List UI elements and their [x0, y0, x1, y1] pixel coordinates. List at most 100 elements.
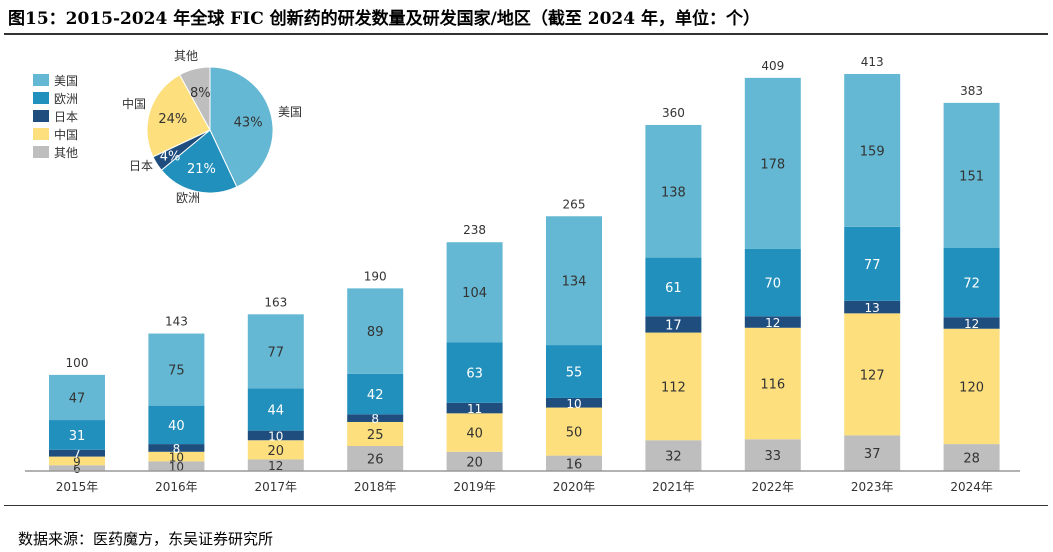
bar-segment-其他 — [645, 440, 702, 471]
x-tick-label: 2022年 — [752, 480, 795, 494]
bar-total-label: 413 — [861, 55, 884, 69]
bar-value-label: 20 — [466, 455, 483, 470]
bar-total-label: 143 — [165, 315, 188, 329]
bar-segment-美国 — [247, 314, 304, 389]
bar-segment-欧洲 — [148, 405, 205, 445]
bar-total-label: 190 — [364, 269, 387, 283]
bar-value-label: 134 — [562, 275, 587, 290]
bar-segment-欧洲 — [247, 388, 304, 431]
bar-segment-美国 — [844, 74, 901, 227]
bar-value-label: 12 — [964, 317, 979, 331]
bar-value-label: 32 — [665, 450, 682, 465]
bar-segment-中国 — [546, 407, 602, 456]
bar-value-label: 25 — [367, 428, 384, 443]
bar-value-label: 6 — [73, 462, 81, 476]
bar-value-label: 8 — [371, 412, 379, 426]
bar-segment-其他 — [943, 444, 1000, 471]
bar-value-label: 44 — [268, 403, 285, 418]
bar-value-label: 138 — [661, 185, 686, 200]
bar-value-label: 42 — [367, 388, 384, 403]
bar-segment-欧洲 — [347, 373, 404, 415]
x-tick-label: 2019年 — [453, 480, 496, 494]
bar-value-label: 77 — [268, 345, 285, 360]
bar-value-label: 10 — [566, 397, 581, 411]
bar-segment-其他 — [148, 461, 205, 471]
bar-value-label: 77 — [864, 258, 881, 273]
bar-segment-美国 — [148, 333, 205, 406]
legend-label: 中国 — [54, 127, 78, 142]
bar-value-label: 20 — [268, 444, 285, 459]
bar-value-label: 47 — [69, 391, 86, 406]
legend-swatch-日本 — [33, 110, 49, 122]
bar-value-label: 61 — [665, 281, 682, 296]
bar-total-label: 409 — [761, 59, 784, 73]
bar-segment-欧洲 — [943, 247, 1000, 318]
x-tick-label: 2023年 — [851, 480, 894, 494]
pie-slice-中国 — [146, 74, 211, 158]
bar-value-label: 9 — [73, 455, 81, 469]
bar-value-label: 8 — [173, 442, 181, 456]
bar-segment-其他 — [446, 451, 503, 471]
pie-slice-欧洲 — [160, 129, 238, 194]
bar-segment-日本 — [148, 444, 205, 452]
bar-segment-日本 — [347, 414, 404, 422]
bar-segment-日本 — [645, 316, 702, 333]
bar-segment-日本 — [744, 316, 801, 328]
bar-value-label: 104 — [462, 286, 487, 301]
bar-value-label: 17 — [665, 318, 682, 333]
pie-category-label: 中国 — [122, 96, 146, 111]
bar-segment-日本 — [247, 430, 304, 441]
bar-value-label: 31 — [69, 429, 86, 444]
bar-segment-其他 — [49, 465, 105, 471]
pie-slice-美国 — [209, 66, 274, 188]
bar-value-label: 70 — [765, 277, 782, 292]
bar-value-label: 127 — [860, 368, 885, 383]
x-tick-label: 2024年 — [950, 480, 993, 494]
bar-segment-欧洲 — [546, 345, 602, 398]
bar-segment-中国 — [645, 332, 702, 441]
pie-category-label: 美国 — [278, 105, 302, 119]
legend-label: 美国 — [54, 74, 78, 88]
x-tick-label: 2016年 — [155, 480, 198, 494]
bar-segment-其他 — [546, 455, 602, 471]
bar-segment-美国 — [347, 288, 404, 374]
figure-title: 图15：2015-2024 年全球 FIC 创新药的研发数量及研发国家/地区（截… — [8, 9, 761, 29]
bar-value-label: 116 — [760, 378, 785, 393]
legend-swatch-欧洲 — [33, 92, 49, 104]
bar-segment-日本 — [943, 317, 1000, 329]
bar-segment-欧洲 — [446, 342, 503, 403]
bar-value-label: 151 — [959, 169, 984, 184]
bar-value-label: 28 — [963, 452, 980, 467]
bar-value-label: 159 — [860, 144, 885, 159]
bar-value-label: 75 — [168, 364, 185, 379]
bar-total-label: 100 — [66, 356, 89, 370]
stacked-bar-chart: 69731471002015年1010840751432016年12201044… — [25, 49, 1020, 494]
legend-label: 欧洲 — [54, 92, 78, 106]
pie-category-label: 日本 — [129, 159, 153, 173]
pie-category-label: 欧洲 — [176, 191, 200, 205]
bar-value-label: 12 — [765, 316, 780, 330]
bar-segment-美国 — [546, 216, 602, 346]
bar-value-label: 12 — [268, 459, 283, 473]
legend-swatch-中国 — [33, 128, 49, 140]
bar-value-label: 33 — [765, 449, 782, 464]
bar-segment-欧洲 — [844, 226, 901, 301]
bar-value-label: 120 — [959, 380, 984, 395]
bar-segment-美国 — [744, 77, 801, 249]
bar-value-label: 11 — [467, 402, 482, 416]
pie-percent-label: 43% — [234, 115, 263, 130]
x-tick-label: 2020年 — [553, 480, 596, 494]
bar-value-label: 178 — [760, 157, 785, 172]
bar-value-label: 26 — [367, 453, 384, 468]
bar-segment-其他 — [247, 459, 304, 471]
top-divider — [4, 33, 1048, 35]
pie-percent-label: 21% — [187, 162, 216, 177]
bar-value-label: 40 — [466, 427, 483, 442]
bar-segment-中国 — [844, 313, 901, 436]
pie-percent-label: 8% — [190, 86, 211, 101]
bar-segment-美国 — [49, 374, 105, 421]
bar-total-label: 265 — [563, 197, 586, 211]
bar-value-label: 7 — [73, 447, 81, 461]
legend-label: 其他 — [54, 146, 78, 160]
bar-value-label: 13 — [865, 301, 880, 315]
